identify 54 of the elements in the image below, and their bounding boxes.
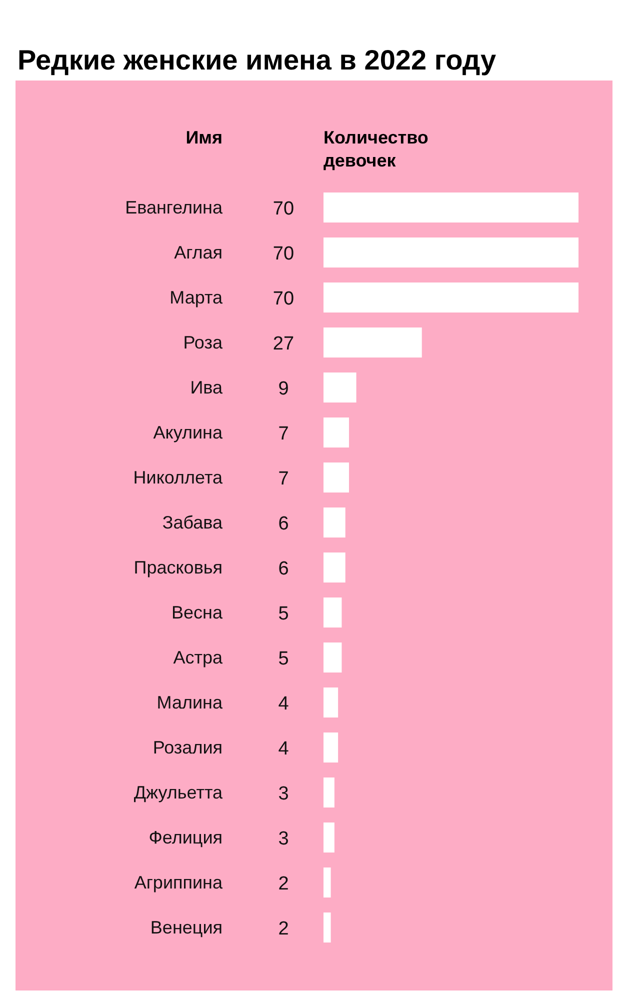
y-tick-label: Весна bbox=[172, 602, 224, 622]
data-label: 3 bbox=[278, 828, 289, 850]
bar bbox=[324, 328, 422, 358]
x-axis-title: Количество девочек bbox=[324, 128, 428, 170]
bar bbox=[324, 418, 349, 448]
y-tick-label: Джульетта bbox=[134, 782, 224, 802]
y-tick-label: Фелиция bbox=[148, 828, 223, 848]
bar bbox=[324, 912, 331, 942]
y-tick-label: Аглая bbox=[174, 242, 222, 262]
data-label: 7 bbox=[278, 424, 289, 444]
y-tick-label: Роза bbox=[183, 332, 224, 352]
data-label: 4 bbox=[278, 694, 290, 714]
bar bbox=[324, 868, 331, 898]
y-tick-label: Ива bbox=[190, 378, 224, 398]
y-tick-label: Акулина bbox=[153, 422, 224, 442]
y-tick-label: Астра bbox=[173, 648, 224, 668]
y-tick-label: Венеция bbox=[150, 918, 223, 938]
y-tick-label: Малина bbox=[156, 692, 224, 712]
bar bbox=[324, 508, 346, 538]
data-label: 70 bbox=[272, 288, 294, 310]
bar bbox=[324, 192, 578, 222]
y-tick-label: Агриппина bbox=[134, 872, 224, 892]
y-tick-label: Прасковья bbox=[134, 558, 222, 578]
data-label: 7 bbox=[278, 468, 289, 490]
bar bbox=[324, 642, 342, 672]
data-label: 2 bbox=[278, 874, 289, 894]
y-tick-label: Забава bbox=[162, 512, 224, 532]
data-label: 6 bbox=[278, 558, 289, 580]
y-tick-label: Николлета bbox=[133, 468, 224, 488]
data-label: 27 bbox=[272, 334, 294, 354]
bar bbox=[324, 778, 334, 808]
data-label: 70 bbox=[272, 198, 294, 220]
y-tick-label: Розалия bbox=[152, 738, 222, 758]
bar bbox=[324, 822, 334, 852]
bar bbox=[324, 238, 578, 268]
data-label: 3 bbox=[278, 784, 289, 804]
bar bbox=[324, 732, 338, 762]
bar bbox=[324, 552, 346, 582]
chart-title: Редкие женские имена в 2022 году bbox=[18, 44, 496, 76]
data-label: 6 bbox=[278, 514, 289, 534]
bar bbox=[324, 688, 338, 718]
y-tick-label: Марта bbox=[170, 288, 224, 308]
data-label: 9 bbox=[278, 378, 289, 400]
data-label: 5 bbox=[278, 648, 289, 670]
y-axis-title: Имя bbox=[186, 128, 223, 148]
data-label: 2 bbox=[278, 918, 289, 940]
bar bbox=[324, 372, 356, 402]
y-tick-label: Евангелина bbox=[125, 198, 224, 218]
bar bbox=[324, 598, 342, 628]
data-label: 5 bbox=[278, 604, 289, 624]
data-label: 70 bbox=[272, 244, 294, 264]
bar bbox=[324, 462, 349, 492]
bar bbox=[324, 282, 578, 312]
data-label: 4 bbox=[278, 738, 290, 760]
